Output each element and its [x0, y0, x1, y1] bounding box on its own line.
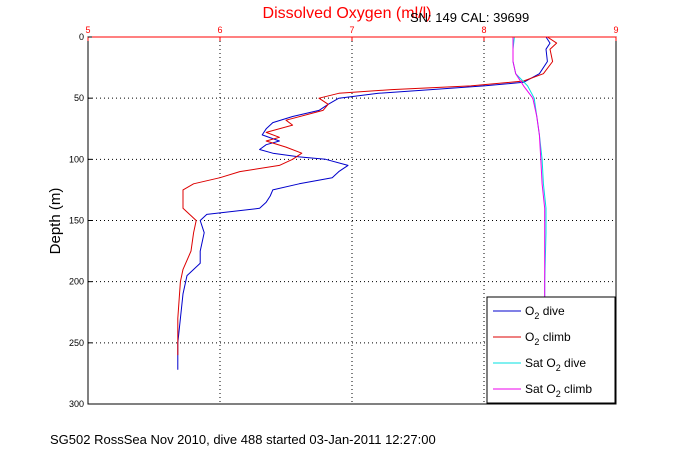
x-tick-label: 9: [613, 25, 618, 35]
legend-box: [486, 296, 616, 404]
y-tick-label: 300: [69, 399, 84, 409]
legend-label: Sat O2 climb: [525, 382, 592, 399]
y-tick-label: 100: [69, 154, 84, 164]
y-tick-label: 150: [69, 216, 84, 226]
series-lines: [177, 36, 558, 404]
series-line: [512, 37, 546, 404]
y-tick-label: 50: [74, 93, 84, 103]
chart-title: Dissolved Oxygen (ml/l): [263, 5, 432, 22]
x-tick-label: 8: [481, 25, 486, 35]
y-tick-label: 250: [69, 338, 84, 348]
y-tick-label: 0: [79, 32, 84, 42]
y-tick-label: 200: [69, 277, 84, 287]
y-axis-label: Depth (m): [47, 188, 64, 255]
series-line: [177, 36, 551, 370]
legend-label: O2 climb: [525, 330, 571, 347]
grid: [88, 37, 616, 404]
x-tick-label: 6: [217, 25, 222, 35]
legend-label: O2 dive: [525, 304, 565, 321]
x-tick-label: 7: [349, 25, 354, 35]
legend: O2 dive O2 climb Sat O2 dive Sat O2 climb: [486, 296, 616, 404]
series-line: [177, 36, 558, 356]
legend-label: Sat O2 dive: [525, 356, 586, 373]
x-tick-label: 5: [85, 25, 90, 35]
footer-caption: SG502 RossSea Nov 2010, dive 488 started…: [50, 432, 436, 447]
axes: 5 6 7 8 9 0 50 100 150 200 250 300: [69, 25, 619, 409]
sn-cal-label: SN: 149 CAL: 39699: [410, 10, 529, 25]
